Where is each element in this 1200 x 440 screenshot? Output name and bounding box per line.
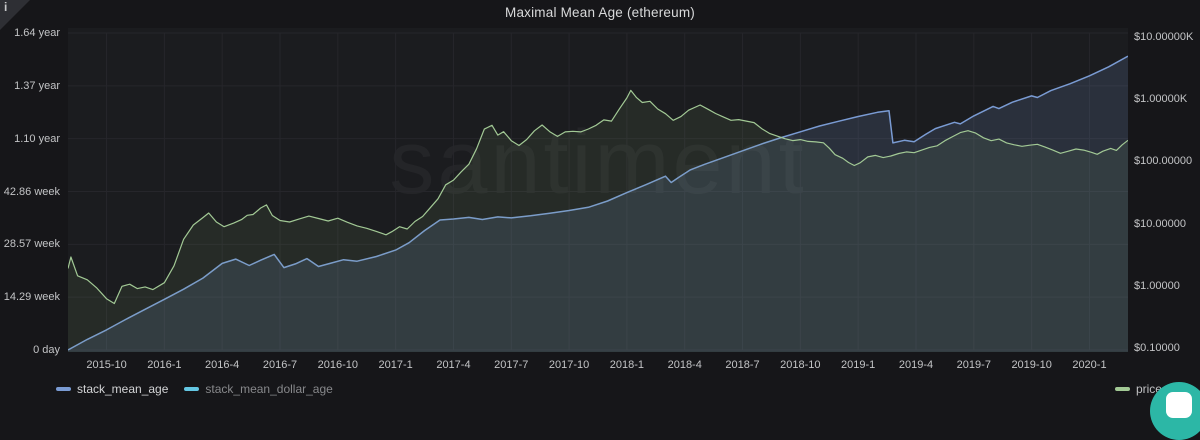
x-axis-label: 2015-10: [86, 359, 127, 371]
y-axis-left-label: 0 day: [33, 344, 60, 356]
y-axis-left-label: 28.57 week: [3, 238, 60, 251]
x-axis-label: 2017-7: [494, 359, 529, 371]
y-axis-right-label: $0.10000: [1134, 342, 1180, 354]
plot-background: [68, 28, 1128, 352]
y-axis-right-label: $10.00000K: [1134, 31, 1194, 43]
x-axis-label: 2019-4: [898, 359, 934, 371]
x-axis-label: 2016-4: [205, 359, 240, 371]
x-axis-label: 2019-10: [1011, 359, 1052, 371]
page-title: Maximal Mean Age (ethereum): [505, 5, 695, 20]
series-marker-icon: [1114, 387, 1130, 391]
x-axis-label: 2019-7: [956, 359, 991, 371]
series-marker-icon: [56, 387, 71, 391]
chat-launcher-button[interactable]: [1150, 382, 1200, 440]
x-axis-label: 2016-7: [262, 359, 298, 371]
x-axis-label: 2019-1: [841, 359, 876, 371]
chart-canvas: [68, 32, 1128, 352]
y-axis-left-label: 1.64 year: [14, 27, 60, 39]
y-axis-left-label: 42.86 week: [3, 185, 60, 198]
plot-area[interactable]: [68, 28, 1128, 352]
series-marker-icon: [184, 387, 200, 391]
info-icon[interactable]: i: [4, 0, 8, 14]
price_usd-area: [68, 90, 1128, 352]
x-axis-label: 2017-10: [548, 359, 590, 371]
y-axis-right-label: $100.00000: [1134, 155, 1193, 168]
y-axis-right-label: $10.00000: [1134, 217, 1186, 230]
stack_mean_age-area: [68, 56, 1128, 352]
x-axis-label: 2018-7: [725, 359, 760, 371]
legend: stack_mean_age stack_mean_dollar_age: [56, 382, 333, 396]
legend-item-stack-mean-dollar-age[interactable]: stack_mean_dollar_age: [184, 382, 333, 396]
x-axis-label: 2018-10: [780, 359, 821, 371]
x-axis-label: 2017-4: [436, 359, 471, 371]
panel-info-corner[interactable]: [0, 0, 30, 30]
y-axis-left-label: 1.37 year: [14, 79, 60, 92]
x-axis-label: 2020-1: [1072, 359, 1107, 371]
price_usd-line: [68, 89, 1128, 305]
y-axis-left-label: 14.29 week: [3, 291, 60, 304]
stack_mean_age-line: [68, 55, 1128, 351]
legend-label: stack_mean_age: [77, 382, 169, 396]
y-axis-right-label: $1.00000K: [1134, 93, 1188, 106]
y-axis-left-label: 1.10 year: [14, 132, 60, 145]
legend-label: stack_mean_dollar_age: [205, 382, 333, 396]
y-axis-right-label: $1.00000: [1134, 279, 1180, 292]
x-axis-label: 2016-10: [317, 359, 358, 371]
x-axis-label: 2018-4: [667, 359, 702, 371]
gridlines: [68, 32, 1128, 351]
chat-icon: [1166, 392, 1192, 418]
legend-item-stack-mean-age[interactable]: stack_mean_age: [56, 382, 168, 396]
x-axis-label: 2016-1: [147, 359, 182, 371]
x-axis-label: 2018-1: [609, 359, 645, 371]
series-layer: [68, 55, 1128, 352]
x-axis-label: 2017-1: [378, 359, 413, 371]
